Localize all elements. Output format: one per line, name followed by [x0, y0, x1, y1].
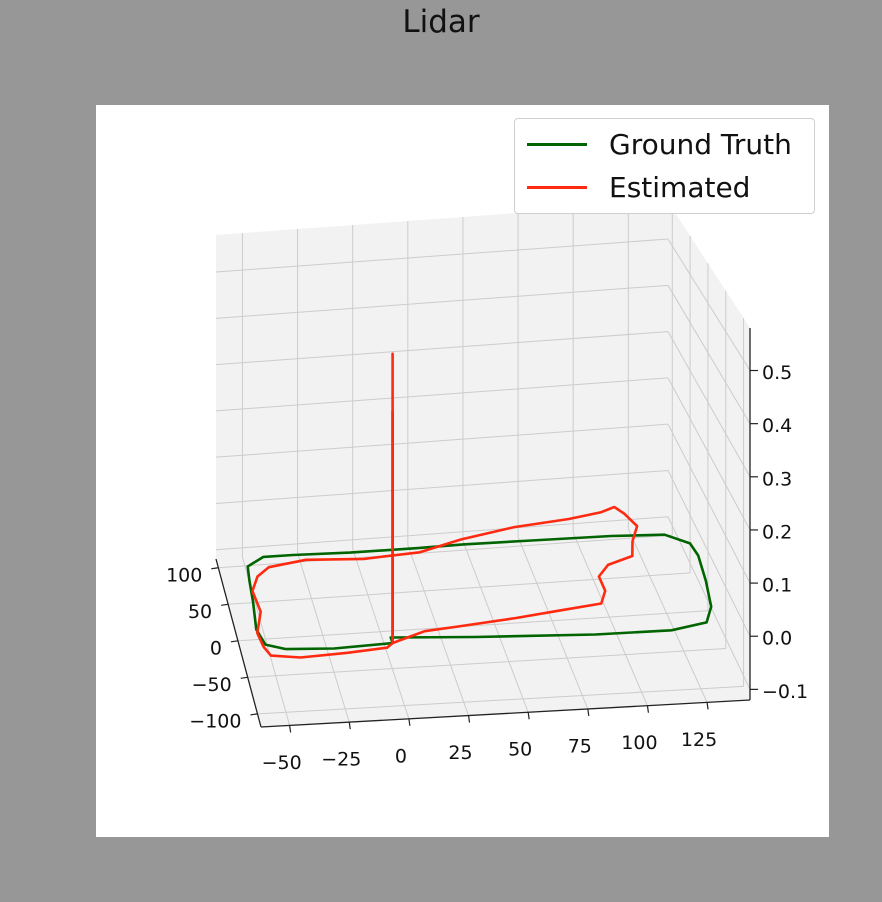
z-grid-line-side	[667, 285, 751, 424]
y-tick-label: 100	[166, 564, 202, 586]
z-grid-line-back	[215, 423, 669, 458]
y-tick-mark	[250, 713, 258, 716]
x-tick-label: 0	[395, 745, 407, 767]
x-tick-mark	[527, 712, 530, 720]
x-tick-label: 25	[448, 742, 472, 764]
x-tick-mark	[289, 725, 292, 733]
x-axis-line	[260, 699, 751, 728]
y-tick-mark	[211, 567, 219, 570]
x-tick-label: 100	[621, 732, 657, 754]
x-tick-label: 75	[568, 735, 592, 757]
z-tick-label: 0.2	[762, 521, 792, 543]
x-tick-label: −50	[262, 752, 302, 774]
z-grid-line-back	[215, 284, 669, 319]
x-tick-label: −25	[321, 749, 361, 771]
z-grid-line-side	[667, 423, 751, 584]
z-tick-label: 0.3	[762, 468, 792, 490]
z-tick-label: −0.1	[762, 681, 808, 703]
z-tick-label: 0.4	[762, 415, 792, 437]
z-tick-label: 0.1	[762, 575, 792, 597]
x-grid-line-floor	[352, 548, 410, 719]
x-tick-mark	[408, 718, 411, 726]
x-tick-mark	[706, 702, 709, 710]
tick-labels: −50 −25 0 25 50 75 100 125 −100 −50 0 50 100 −0.1 0.0 0…	[166, 362, 808, 774]
y-grid-line-floor	[228, 572, 691, 605]
legend-item-ground-truth: Ground Truth	[527, 124, 792, 164]
x-grid-line-floor	[297, 552, 350, 723]
x-grid-line-floor	[462, 540, 529, 713]
y-tick-mark	[221, 603, 229, 606]
series-line-ground-truth	[246, 410, 713, 651]
x-tick-mark	[348, 722, 351, 730]
x-grid-line-floor	[517, 536, 589, 710]
legend-label-estimated: Estimated	[609, 170, 751, 204]
x-tick-label: 125	[681, 729, 717, 751]
z-grid-line-back	[215, 377, 669, 412]
z-grid-line-back	[215, 238, 669, 273]
y-tick-mark	[230, 640, 238, 643]
x-tick-label: 50	[508, 739, 532, 761]
z-grid-line-side	[667, 331, 751, 478]
x-tick-mark	[587, 708, 590, 717]
legend-swatch-estimated	[527, 185, 587, 189]
chart-title: Lidar	[402, 4, 480, 40]
x-grid-line-floor	[572, 532, 648, 706]
series-layer	[246, 352, 713, 659]
y-tick-mark	[240, 676, 248, 679]
axis-lines	[215, 328, 751, 728]
y-tick-label: −50	[192, 674, 232, 696]
x-tick-mark	[467, 715, 471, 723]
floor-pane	[216, 526, 750, 727]
legend-label-ground-truth: Ground Truth	[609, 127, 792, 161]
legend: Ground Truth Estimated	[514, 118, 815, 214]
z-grid-line-back	[215, 469, 669, 504]
z-grid-line-side	[667, 238, 751, 371]
y-axis-line	[215, 558, 262, 728]
y-grid-line-floor	[257, 685, 744, 715]
side-pane	[668, 202, 750, 700]
axis-panes	[216, 202, 750, 727]
z-tick-label: 0.5	[762, 362, 792, 384]
x-tick-mark	[646, 705, 650, 713]
z-grid-line-side	[667, 377, 751, 531]
z-tick-label: 0.0	[762, 628, 792, 650]
legend-item-estimated: Estimated	[527, 167, 750, 207]
x-grid-line-floor	[627, 528, 708, 703]
y-grid-line-floor	[237, 610, 708, 642]
z-grid-line-side	[667, 470, 751, 637]
y-tick-label: 0	[210, 637, 222, 659]
plot-area: −50 −25 0 25 50 75 100 125 −100 −50 0 50 100 −0.1 0.0 0…	[96, 105, 829, 837]
z-grid-line-back	[215, 516, 669, 551]
legend-swatch-ground-truth	[527, 142, 587, 146]
back-pane	[216, 202, 668, 559]
series-line-estimated	[251, 352, 639, 659]
z-grid-line-side	[667, 516, 751, 690]
y-tick-label: 50	[188, 601, 212, 623]
chart-3d-axes: −50 −25 0 25 50 75 100 125 −100 −50 0 50 100 −0.1 0.0 0…	[166, 202, 808, 774]
z-grid-line-back	[215, 331, 669, 366]
y-tick-label: −100	[189, 710, 241, 732]
y-grid-line-floor	[247, 648, 726, 678]
